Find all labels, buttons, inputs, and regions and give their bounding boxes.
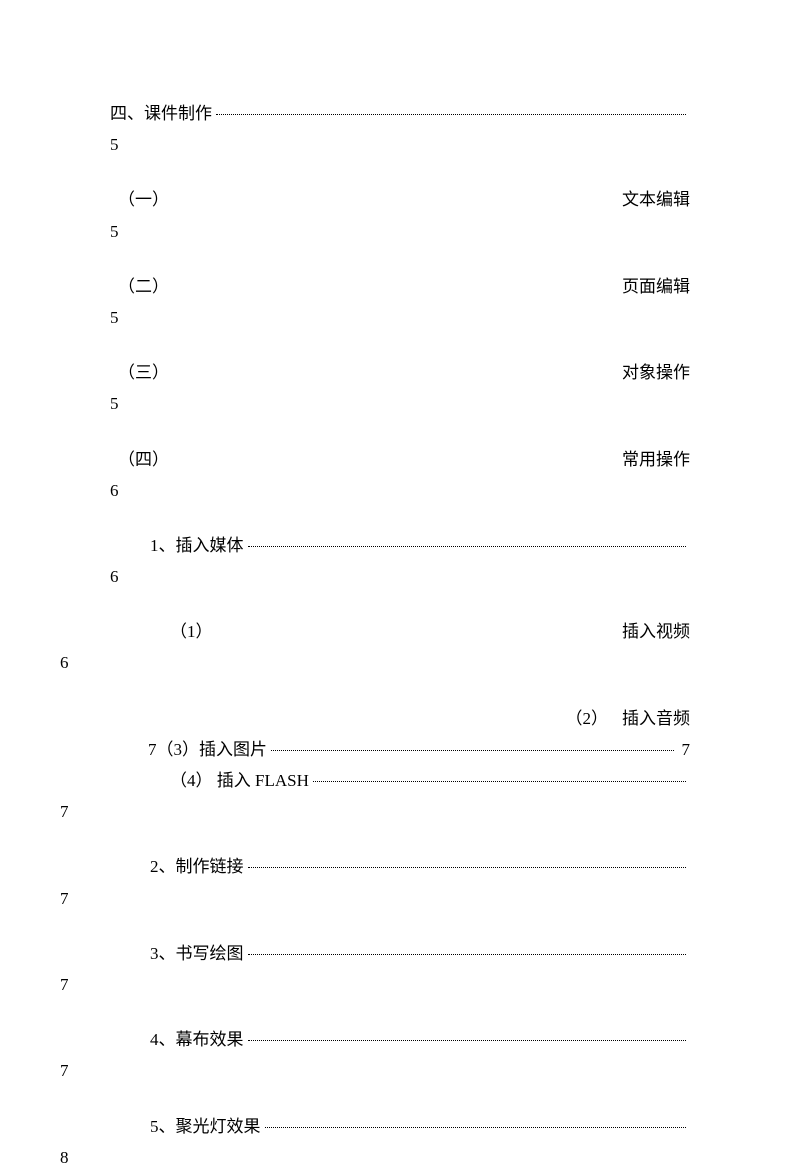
- toc-entry-sub3: （三） 对象操作: [118, 359, 690, 386]
- toc-page: 5: [110, 304, 690, 331]
- toc-label: 4、幕布效果: [150, 1026, 244, 1053]
- toc-page: 6: [60, 649, 690, 676]
- dot-leader: [248, 867, 687, 868]
- dot-leader: [313, 781, 686, 782]
- toc-entry-item1: 1、插入媒体: [150, 532, 690, 559]
- dot-leader: [248, 1040, 687, 1041]
- toc-num: （1）: [170, 618, 213, 645]
- dot-leader: [248, 546, 687, 547]
- toc-label: 四、课件制作: [110, 100, 212, 127]
- toc-page: 7: [60, 885, 690, 912]
- dot-leader: [216, 114, 686, 115]
- toc-page: 7: [682, 736, 691, 763]
- toc-entry-sub1: （一） 文本编辑: [118, 186, 690, 213]
- toc-num: （2）: [566, 705, 609, 732]
- toc-entry-item5: 5、聚光灯效果: [150, 1113, 690, 1140]
- table-of-contents: 四、课件制作 5 （一） 文本编辑 5 （二） 页面编辑 5 （三） 对象操作 …: [110, 100, 690, 1171]
- toc-page: 5: [110, 131, 690, 158]
- toc-page: 5: [110, 218, 690, 245]
- toc-entry-sub2: （二） 页面编辑: [118, 273, 690, 300]
- toc-entry-subitem3: 7 （3）插入图片 7: [148, 736, 690, 763]
- toc-num: （三）: [118, 359, 169, 386]
- toc-entry-sub4: （四） 常用操作: [118, 446, 690, 473]
- toc-page: 7: [60, 798, 690, 825]
- toc-prefix: 7: [148, 736, 157, 763]
- toc-page: 7: [60, 1057, 690, 1084]
- toc-title: 插入视频: [622, 618, 690, 645]
- dot-leader: [248, 954, 687, 955]
- toc-page: 6: [110, 477, 690, 504]
- toc-title: 对象操作: [622, 359, 690, 386]
- toc-title: 插入音频: [622, 705, 690, 732]
- toc-num: （四）: [118, 446, 169, 473]
- toc-label: （3）插入图片: [157, 736, 268, 763]
- toc-label: 2、制作链接: [150, 853, 244, 880]
- toc-label: 3、书写绘图: [150, 940, 244, 967]
- toc-entry-item2: 2、制作链接: [150, 853, 690, 880]
- toc-page: 5: [110, 390, 690, 417]
- toc-entry-subitem1: （1） 插入视频: [170, 618, 690, 645]
- dot-leader: [271, 750, 674, 751]
- dot-leader: [265, 1127, 687, 1128]
- toc-title: 文本编辑: [622, 186, 690, 213]
- toc-page: 8: [60, 1144, 690, 1171]
- toc-title: 页面编辑: [622, 273, 690, 300]
- toc-label: 1、插入媒体: [150, 532, 244, 559]
- toc-entry-item4: 4、幕布效果: [150, 1026, 690, 1053]
- toc-page: 7: [60, 971, 690, 998]
- toc-entry-section4: 四、课件制作: [110, 100, 690, 127]
- toc-page: 6: [110, 563, 690, 590]
- toc-title: 常用操作: [622, 446, 690, 473]
- toc-entry-subitem2: （2） 插入音频: [110, 705, 690, 732]
- toc-num: （二）: [118, 273, 169, 300]
- toc-entry-subitem4: （4） 插入 FLASH: [170, 767, 690, 794]
- toc-num: （一）: [118, 186, 169, 213]
- toc-label: 5、聚光灯效果: [150, 1113, 261, 1140]
- toc-entry-item3: 3、书写绘图: [150, 940, 690, 967]
- toc-label: （4） 插入 FLASH: [170, 767, 309, 794]
